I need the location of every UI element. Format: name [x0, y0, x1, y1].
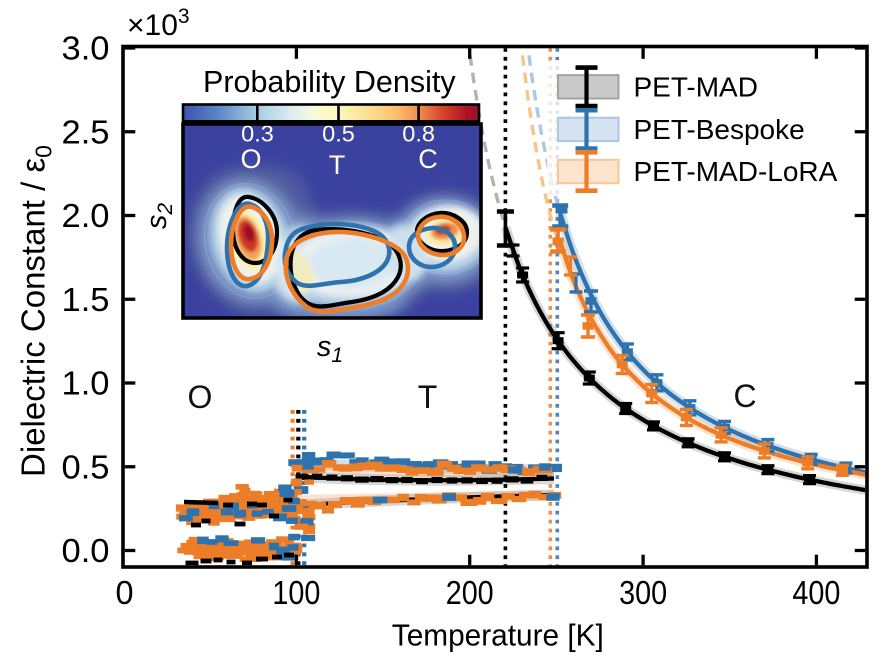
- svg-text:400: 400: [792, 574, 840, 611]
- svg-text:T: T: [329, 150, 346, 180]
- svg-text:PET-MAD-LoRA: PET-MAD-LoRA: [634, 156, 838, 187]
- svg-text:Temperature [K]: Temperature [K]: [392, 619, 604, 653]
- svg-text:O: O: [240, 144, 261, 174]
- svg-text:0: 0: [116, 574, 134, 611]
- svg-text:2.5: 2.5: [62, 113, 110, 150]
- svg-text:T: T: [418, 379, 438, 415]
- svg-text:200: 200: [446, 574, 494, 611]
- svg-text:Dielectric Constant / ε0: Dielectric Constant / ε0: [15, 145, 57, 477]
- svg-text:Probability Density: Probability Density: [203, 65, 456, 99]
- svg-text:0.5: 0.5: [322, 121, 355, 147]
- svg-text:C: C: [418, 144, 438, 174]
- svg-text:0.0: 0.0: [62, 532, 110, 569]
- svg-text:O: O: [188, 379, 213, 415]
- svg-text:0.5: 0.5: [62, 448, 110, 485]
- svg-text:0.3: 0.3: [241, 121, 274, 147]
- svg-text:PET-MAD: PET-MAD: [634, 72, 758, 103]
- svg-text:2.0: 2.0: [62, 197, 110, 234]
- svg-text:100: 100: [272, 574, 320, 611]
- svg-text:C: C: [733, 378, 756, 414]
- svg-text:1.0: 1.0: [62, 365, 110, 402]
- svg-text:300: 300: [619, 574, 667, 611]
- svg-text:0.8: 0.8: [402, 121, 435, 147]
- svg-text:1.5: 1.5: [62, 281, 110, 318]
- svg-text:PET-Bespoke: PET-Bespoke: [634, 114, 805, 145]
- svg-text:3.0: 3.0: [62, 30, 110, 67]
